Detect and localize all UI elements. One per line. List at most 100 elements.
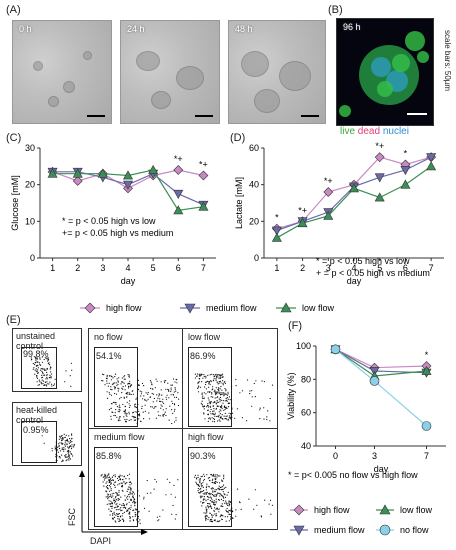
scale-bar bbox=[195, 115, 213, 117]
x-tick-label: 0 bbox=[333, 451, 338, 461]
time-label: 96 h bbox=[343, 22, 361, 32]
x-axis-label: day bbox=[347, 276, 362, 286]
x-tick-label: 2 bbox=[300, 263, 305, 273]
data-point-no-flow bbox=[330, 344, 341, 355]
panel-label-e: (E) bbox=[6, 314, 21, 326]
panel-label-f: (F) bbox=[288, 320, 303, 332]
lactate-chart: 0 20 40 60 1 2 3 4 5 6 7 day Lactate [mM] * *+ *+ *+ * * =… bbox=[234, 141, 444, 286]
x-tick-label: 1 bbox=[274, 263, 279, 273]
series-line-no-flow bbox=[335, 348, 427, 427]
scale-bar bbox=[87, 115, 105, 117]
dot-cloud bbox=[30, 356, 73, 387]
time-label: 48 h bbox=[235, 24, 253, 34]
significance-mark: *+ bbox=[298, 205, 307, 215]
x-tick-label: 6 bbox=[176, 263, 181, 273]
y-tick-label: 0 bbox=[254, 253, 259, 263]
y-tick-label: 60 bbox=[249, 143, 259, 153]
data-point-high-flow bbox=[374, 152, 385, 163]
dot-cloud bbox=[194, 373, 274, 423]
legend-label: medium flow bbox=[206, 303, 257, 313]
viability-chart: 40 60 80 100 0 3 7 day Viability (%) * * = p< 0.00… bbox=[286, 341, 446, 480]
x-tick-label: 3 bbox=[372, 451, 377, 461]
y-tick-label: 30 bbox=[25, 143, 35, 153]
time-label: 0 h bbox=[19, 24, 32, 34]
x-tick-label: 7 bbox=[424, 451, 429, 461]
x-tick-label: 5 bbox=[151, 263, 156, 273]
stain-live: live bbox=[340, 126, 356, 137]
flow-plot-low-flow: low flow 86.9% bbox=[182, 328, 278, 430]
data-point-low-flow bbox=[348, 183, 360, 193]
dot-cloud bbox=[100, 473, 179, 525]
legend-label: medium flow bbox=[314, 525, 365, 535]
x-tick-label: 3 bbox=[326, 263, 331, 273]
x-axis-label: day bbox=[121, 276, 136, 286]
data-point-low-flow bbox=[374, 192, 385, 202]
significance-mark: *+ bbox=[174, 154, 183, 164]
legend-marker bbox=[379, 504, 391, 515]
flow-plot-high-flow: high flow 90.3% bbox=[182, 428, 278, 530]
x-tick-label: 2 bbox=[75, 263, 80, 273]
plot-title: no flow bbox=[94, 332, 123, 342]
x-tick-label: 5 bbox=[377, 263, 382, 273]
significance-mark: * bbox=[275, 213, 279, 223]
data-point-medium-flow bbox=[173, 189, 184, 199]
micrograph-24h: 24 h bbox=[120, 20, 220, 124]
flow-y-axis-label: FSC bbox=[67, 508, 77, 526]
gate-box bbox=[188, 447, 232, 527]
significance-mark: *+ bbox=[375, 141, 384, 151]
data-point-low-flow bbox=[72, 168, 83, 178]
y-tick-label: 20 bbox=[25, 180, 35, 190]
growth-chart-legend: high flow medium flow low flow bbox=[80, 302, 335, 314]
legend-marker bbox=[293, 525, 305, 536]
data-point-low-flow bbox=[198, 201, 209, 211]
panel-label-d: (D) bbox=[230, 132, 246, 144]
stat-note: += p < 0.05 high vs medium bbox=[62, 228, 173, 238]
panel-label-b: (B) bbox=[328, 4, 343, 16]
data-point-medium-flow bbox=[271, 226, 282, 236]
y-axis-label: Lactate [mM] bbox=[234, 177, 244, 229]
y-tick-label: 40 bbox=[301, 441, 311, 451]
legend-label: low flow bbox=[302, 303, 335, 313]
gate-box bbox=[94, 347, 138, 427]
legend-marker bbox=[184, 303, 196, 314]
series-line-low-flow bbox=[335, 348, 427, 377]
scale-bar bbox=[301, 115, 319, 117]
plot-title: low flow bbox=[188, 332, 221, 342]
legend-marker bbox=[379, 524, 391, 536]
y-axis-label: Glucose [mM] bbox=[10, 175, 20, 231]
x-tick-label: 4 bbox=[351, 263, 356, 273]
data-point-medium-flow bbox=[400, 166, 411, 176]
gate-percentage: 0.95% bbox=[23, 425, 49, 435]
plot-title: high flow bbox=[188, 432, 224, 442]
x-tick-label: 6 bbox=[403, 263, 408, 273]
glucose-chart: 0 10 20 30 1 2 3 4 5 6 7 day Glucose [mM] *+ *+ * = p <… bbox=[10, 143, 216, 286]
micrograph-0h: 0 h bbox=[12, 20, 112, 124]
viability-chart-legend: high flow low flow medium flow no flow bbox=[290, 504, 433, 536]
data-point-high-flow bbox=[72, 176, 83, 186]
y-tick-label: 10 bbox=[25, 216, 35, 226]
data-point-no-flow bbox=[369, 376, 380, 386]
panel-label-a: (A) bbox=[6, 4, 21, 16]
data-point-low-flow bbox=[323, 210, 334, 220]
stat-note: + = p < 0.05 high vs medium bbox=[316, 268, 430, 278]
scale-bar-note: scale bars: 50µm bbox=[443, 30, 452, 92]
y-tick-label: 20 bbox=[249, 216, 259, 226]
stat-note: * = p< 0.005 no flow vs high flow bbox=[288, 470, 418, 480]
x-tick-label: 7 bbox=[201, 263, 206, 273]
spheroid-graphic bbox=[339, 31, 429, 117]
plot-title: heat-killed control bbox=[16, 405, 58, 425]
data-point-medium-flow bbox=[426, 153, 437, 163]
data-point-low-flow bbox=[173, 205, 184, 215]
gate-box bbox=[21, 347, 57, 389]
dot-cloud bbox=[101, 373, 180, 425]
legend-label: high flow bbox=[106, 303, 142, 313]
gate-percentage: 85.8% bbox=[96, 451, 122, 461]
data-point-medium-flow bbox=[122, 180, 134, 190]
dot-cloud bbox=[194, 473, 274, 523]
data-point-low-flow bbox=[400, 179, 411, 189]
y-tick-label: 0 bbox=[30, 253, 35, 263]
micrograph-48h: 48 h bbox=[228, 20, 326, 124]
time-label: 24 h bbox=[127, 24, 145, 34]
data-point-high-flow bbox=[198, 170, 209, 181]
y-axis-label: Viability (%) bbox=[286, 372, 296, 419]
